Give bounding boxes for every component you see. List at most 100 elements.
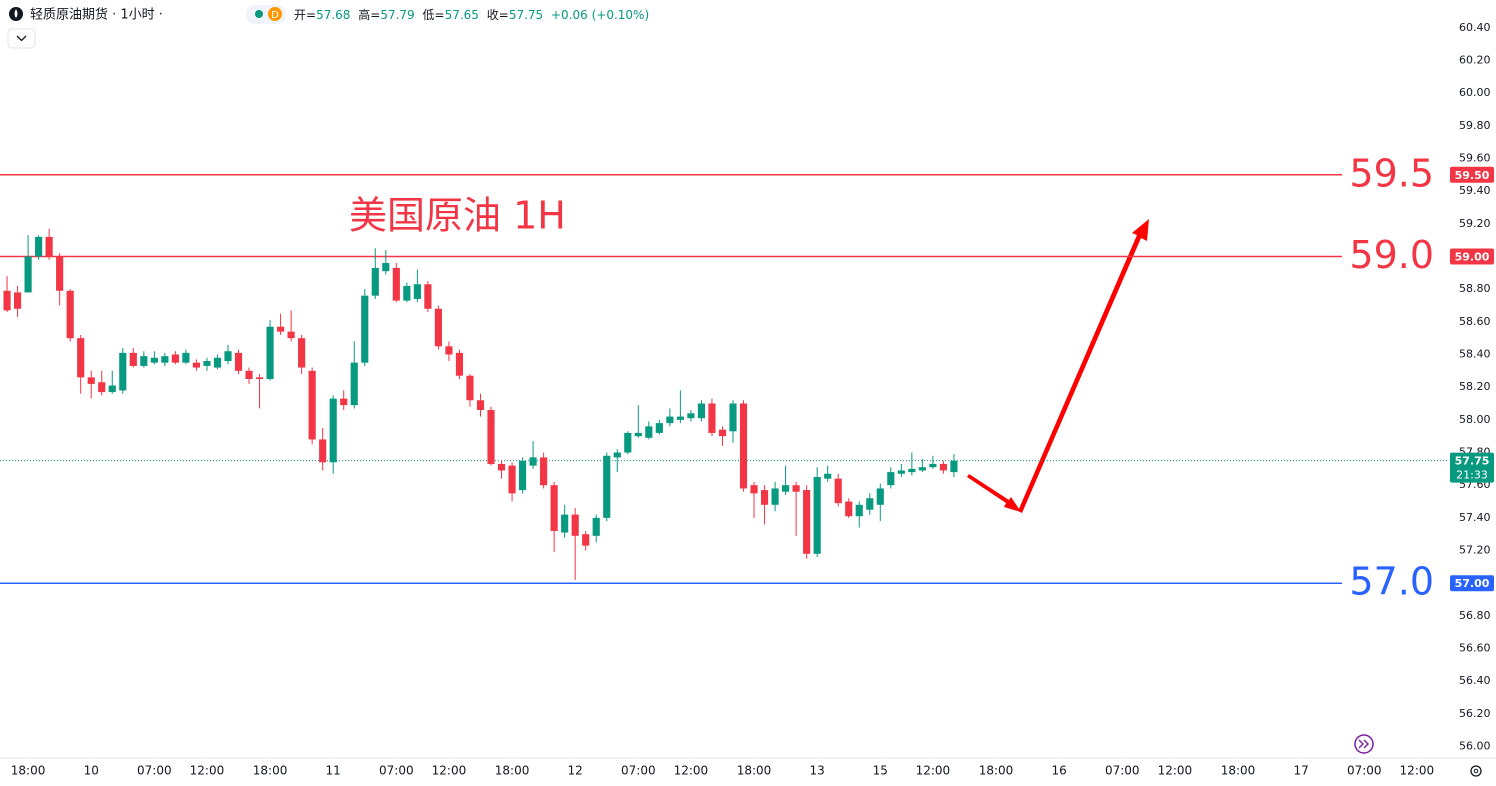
x-tick-label: 12 (568, 764, 583, 778)
y-tick-label: 56.40 (1459, 674, 1491, 687)
low-label: 低= (423, 8, 445, 22)
replay-icon-arrows (1358, 739, 1369, 749)
candle-body (434, 308, 442, 347)
y-tick-label: 59.60 (1459, 151, 1491, 164)
candle-body (687, 413, 695, 419)
level-tag-label: 57.00 (1455, 577, 1490, 590)
change: +0.06 (+0.10%) (551, 8, 649, 22)
candle-body (582, 534, 590, 546)
x-tick-label: 12:00 (1158, 764, 1193, 778)
y-tick-label: 58.80 (1459, 282, 1491, 295)
candle-body (255, 377, 264, 379)
candle-body (382, 263, 390, 272)
countdown: 21:33 (1456, 469, 1488, 482)
candle-body (234, 352, 243, 371)
candle-body (666, 416, 674, 424)
candle-body (655, 423, 663, 433)
x-tick-label: 07:00 (1105, 764, 1140, 778)
candle-body (592, 517, 600, 536)
arrow-down (967, 474, 1021, 512)
candle-body (329, 398, 337, 463)
market-status (255, 10, 263, 18)
candle-body (561, 514, 569, 533)
candle-body (129, 352, 137, 366)
x-tick-label: 12:00 (190, 764, 225, 778)
candle-body (108, 385, 116, 393)
candle-body (929, 463, 937, 468)
candle-body (760, 490, 769, 505)
candle-body (403, 285, 411, 301)
candle-body (550, 485, 558, 531)
x-tick-label: 12:00 (432, 764, 467, 778)
level-label: 57.0 (1349, 560, 1434, 604)
collapse-button[interactable] (7, 28, 36, 49)
x-tick-label: 07:00 (137, 764, 172, 778)
x-tick-label: 12:00 (1400, 764, 1435, 778)
y-tick-label: 57.20 (1459, 544, 1491, 557)
settings-icon-center (1473, 768, 1479, 774)
candle-body (298, 338, 306, 368)
candle-body (771, 488, 779, 505)
candle-body (192, 362, 201, 368)
x-tick-label: 18:00 (737, 764, 772, 778)
candle-body (887, 472, 895, 486)
open-value: 57.68 (316, 8, 350, 22)
candle-body (413, 284, 421, 299)
symbol-icon-drop (14, 9, 18, 18)
candle-body (161, 356, 169, 363)
candle-body (697, 403, 706, 419)
settings-icon[interactable] (1470, 765, 1482, 777)
level-label: 59.0 (1349, 233, 1434, 277)
candle-body (245, 370, 253, 379)
y-tick-label: 58.00 (1459, 413, 1491, 426)
x-tick-label: 12:00 (674, 764, 709, 778)
candle-body (340, 398, 348, 406)
x-tick-label: 15 (873, 764, 888, 778)
replay-icon[interactable] (1354, 734, 1374, 754)
candle-body (213, 357, 222, 368)
candle-body (119, 352, 127, 391)
candle-body (350, 362, 358, 406)
candle-body (634, 432, 642, 437)
candle-body (392, 267, 400, 301)
candle-body (3, 290, 11, 311)
annotation: 美国原油 1H (349, 194, 566, 238)
candle-body (224, 351, 232, 362)
candle-body (171, 354, 179, 363)
y-tick-label: 59.40 (1459, 184, 1491, 197)
candle-body (718, 429, 727, 437)
level-tag-label: 59.00 (1455, 250, 1490, 263)
y-tick-label: 56.80 (1459, 609, 1491, 622)
candle-body (676, 416, 684, 420)
candle-body (824, 473, 832, 479)
candle-body (287, 331, 295, 339)
candle-body (466, 375, 474, 401)
candle-body (77, 338, 85, 378)
y-tick-label: 58.20 (1459, 380, 1491, 393)
candle-body (571, 514, 579, 536)
x-tick-label: 07:00 (1347, 764, 1382, 778)
x-tick-label: 18:00 (1221, 764, 1256, 778)
level-tag (1450, 166, 1494, 183)
candle-body (876, 488, 884, 505)
x-tick-label: 18:00 (253, 764, 288, 778)
x-tick-label: 13 (810, 764, 825, 778)
candle-body (613, 452, 621, 458)
chevron (16, 35, 27, 42)
level-label: 59.5 (1349, 151, 1434, 195)
x-tick-label: 12:00 (916, 764, 951, 778)
close-value: 57.75 (509, 8, 543, 22)
candle-body (624, 432, 632, 453)
high-label: 高= (358, 7, 380, 22)
y-tick-label: 60.40 (1459, 21, 1491, 34)
projection-arrows (967, 219, 1149, 513)
candle-body (140, 356, 148, 366)
candle-body (918, 467, 926, 471)
candle-body (203, 361, 211, 366)
y-tick-label: 56.00 (1459, 740, 1491, 753)
candle-body (792, 485, 800, 492)
candle-body (518, 460, 527, 491)
y-tick-label: 58.60 (1459, 315, 1491, 328)
candle-body (813, 477, 821, 554)
candle-body (834, 478, 842, 504)
